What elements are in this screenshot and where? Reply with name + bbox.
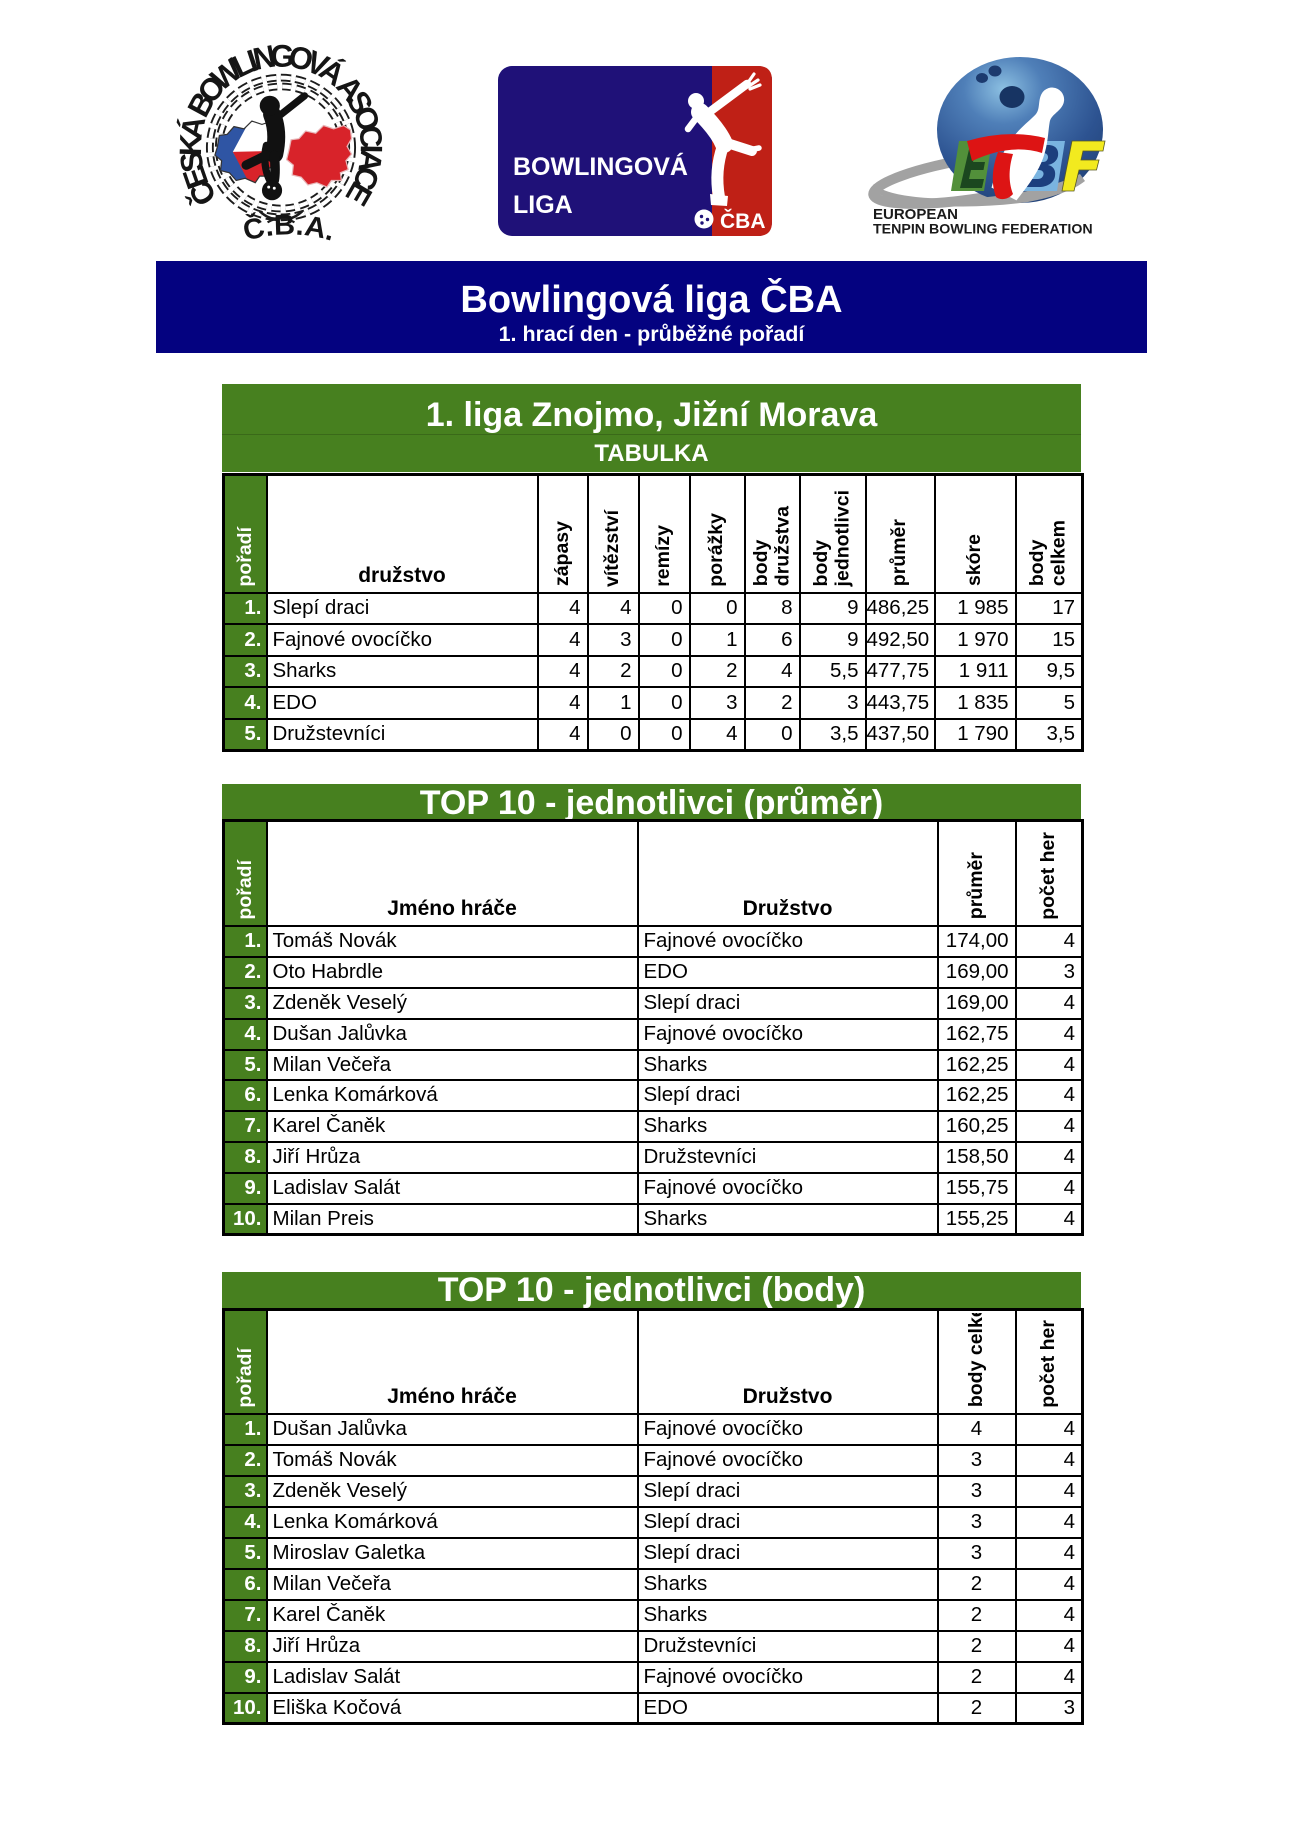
svg-text:TENPIN BOWLING FEDERATION: TENPIN BOWLING FEDERATION (873, 222, 1093, 238)
svg-text:C: C (352, 123, 389, 150)
svg-text:EUROPEAN: EUROPEAN (873, 206, 958, 223)
svg-text:ČBA: ČBA (720, 209, 766, 233)
svg-text:G: G (270, 38, 295, 74)
svg-text:A: A (351, 147, 389, 175)
svg-text:Č.B.A.: Č.B.A. (239, 209, 338, 247)
svg-text:K: K (173, 133, 208, 157)
svg-text:BOWLINGOVÁ: BOWLINGOVÁ (513, 152, 688, 181)
svg-text:I: I (354, 144, 389, 153)
svg-text:LIGA: LIGA (513, 191, 573, 219)
